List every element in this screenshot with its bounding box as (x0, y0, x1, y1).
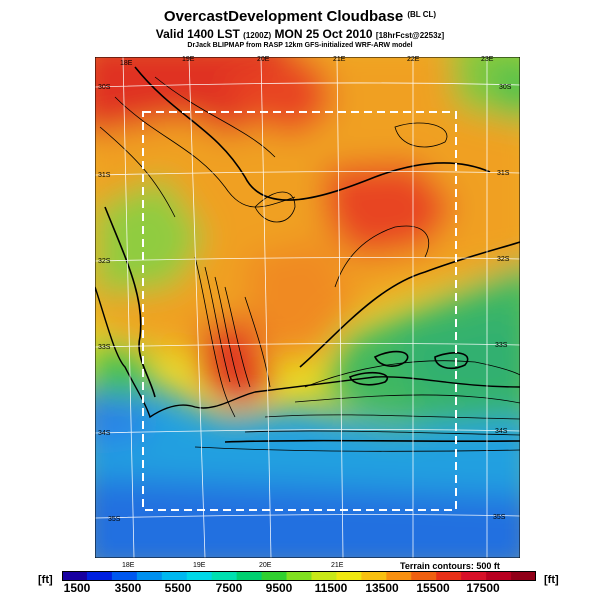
colorbar-label-1500: 1500 (63, 581, 91, 595)
lon-label-top-23e: 23E (481, 56, 494, 63)
colorbar-segment (511, 571, 536, 581)
lon-label-bottom-18e: 18E (122, 562, 135, 569)
colorbar-segment (311, 571, 338, 581)
graticule (95, 57, 520, 558)
lon-label-bottom-20e: 20E (259, 562, 272, 569)
colorbar-unit-left: [ft] (38, 574, 53, 586)
lon-label-top-22e: 22E (407, 56, 420, 63)
coastline (95, 286, 520, 419)
valid-utc: (1200Z) (243, 31, 272, 40)
colorbar-segment (411, 571, 437, 581)
lat-label-left-31s: 31S (98, 172, 111, 179)
lon-label-top-21e: 21E (333, 56, 346, 63)
terrain-contours (99, 66, 520, 452)
colorbar-segment (236, 571, 263, 581)
colorbar-segment (361, 571, 387, 581)
colorbar-segment (161, 571, 188, 581)
lat-label-left-34s: 34S (98, 430, 111, 437)
colorbar-segment (461, 571, 487, 581)
lat-label-left-32s: 32S (98, 258, 111, 265)
valid-prefix: Valid 1400 LST (155, 27, 240, 41)
colorbar-segment (136, 571, 163, 581)
colorbar-segment (286, 571, 313, 581)
valid-forecast: [18hrFcst@2253z] (375, 31, 445, 40)
lat-label-right-30s: 30S (499, 84, 512, 91)
colorbar-segment (186, 571, 213, 581)
colorbar-segment (261, 571, 288, 581)
colorbar-segment (336, 571, 362, 581)
lon-label-top-20e: 20E (257, 56, 270, 63)
lat-label-left-33s: 33S (98, 344, 111, 351)
map-source: DrJack BLIPMAP from RASP 12km GFS-initia… (187, 42, 413, 49)
lat-label-left-35s: 35S (108, 516, 121, 523)
colorbar-segment (211, 571, 238, 581)
colorbar-border (62, 571, 536, 581)
colorbar-segment (86, 571, 113, 581)
lon-label-top-18e: 18E (120, 60, 133, 67)
colorbar-segment (386, 571, 412, 581)
colorbar-label-15500: 15500 (416, 581, 450, 595)
cloudbase-map (95, 57, 520, 558)
map-title-main: OvercastDevelopment Cloudbase (163, 8, 404, 25)
colorbar-segment (486, 571, 512, 581)
colorbar (62, 571, 536, 581)
colorbar-label-13500: 13500 (365, 581, 399, 595)
lat-label-right-32s: 32S (497, 256, 510, 263)
map-valid-time: Valid 1400 LST (1200Z) MON 25 Oct 2010 [… (0, 27, 600, 41)
lon-label-bottom-19e: 19E (193, 562, 206, 569)
lat-label-right-31s: 31S (497, 170, 510, 177)
lat-label-right-34s: 34S (495, 428, 508, 435)
colorbar-label-11500: 11500 (314, 581, 348, 595)
colorbar-segment (436, 571, 462, 581)
map-title-suffix: (BL CL) (407, 10, 437, 19)
lat-label-right-33s: 33S (495, 342, 508, 349)
colorbar-segment (111, 571, 138, 581)
colorbar-label-17500: 17500 (466, 581, 500, 595)
colorbar-label-7500: 7500 (215, 581, 243, 595)
lon-label-bottom-21e: 21E (331, 562, 344, 569)
map-title: OvercastDevelopment Cloudbase (BL CL) (0, 8, 600, 25)
colorbar-segment (62, 571, 88, 581)
lon-label-top-19e: 19E (182, 56, 195, 63)
domain-boundary (142, 111, 457, 511)
colorbar-unit-right: [ft] (544, 574, 559, 586)
colorbar-label-9500: 9500 (265, 581, 293, 595)
lat-label-left-30s: 30S (98, 84, 111, 91)
lat-label-right-35s: 35S (493, 514, 506, 521)
colorbar-label-5500: 5500 (164, 581, 192, 595)
valid-date: MON 25 Oct 2010 (274, 27, 373, 41)
colorbar-label-3500: 3500 (114, 581, 142, 595)
terrain-contours-note: Terrain contours: 500 ft (400, 561, 500, 571)
